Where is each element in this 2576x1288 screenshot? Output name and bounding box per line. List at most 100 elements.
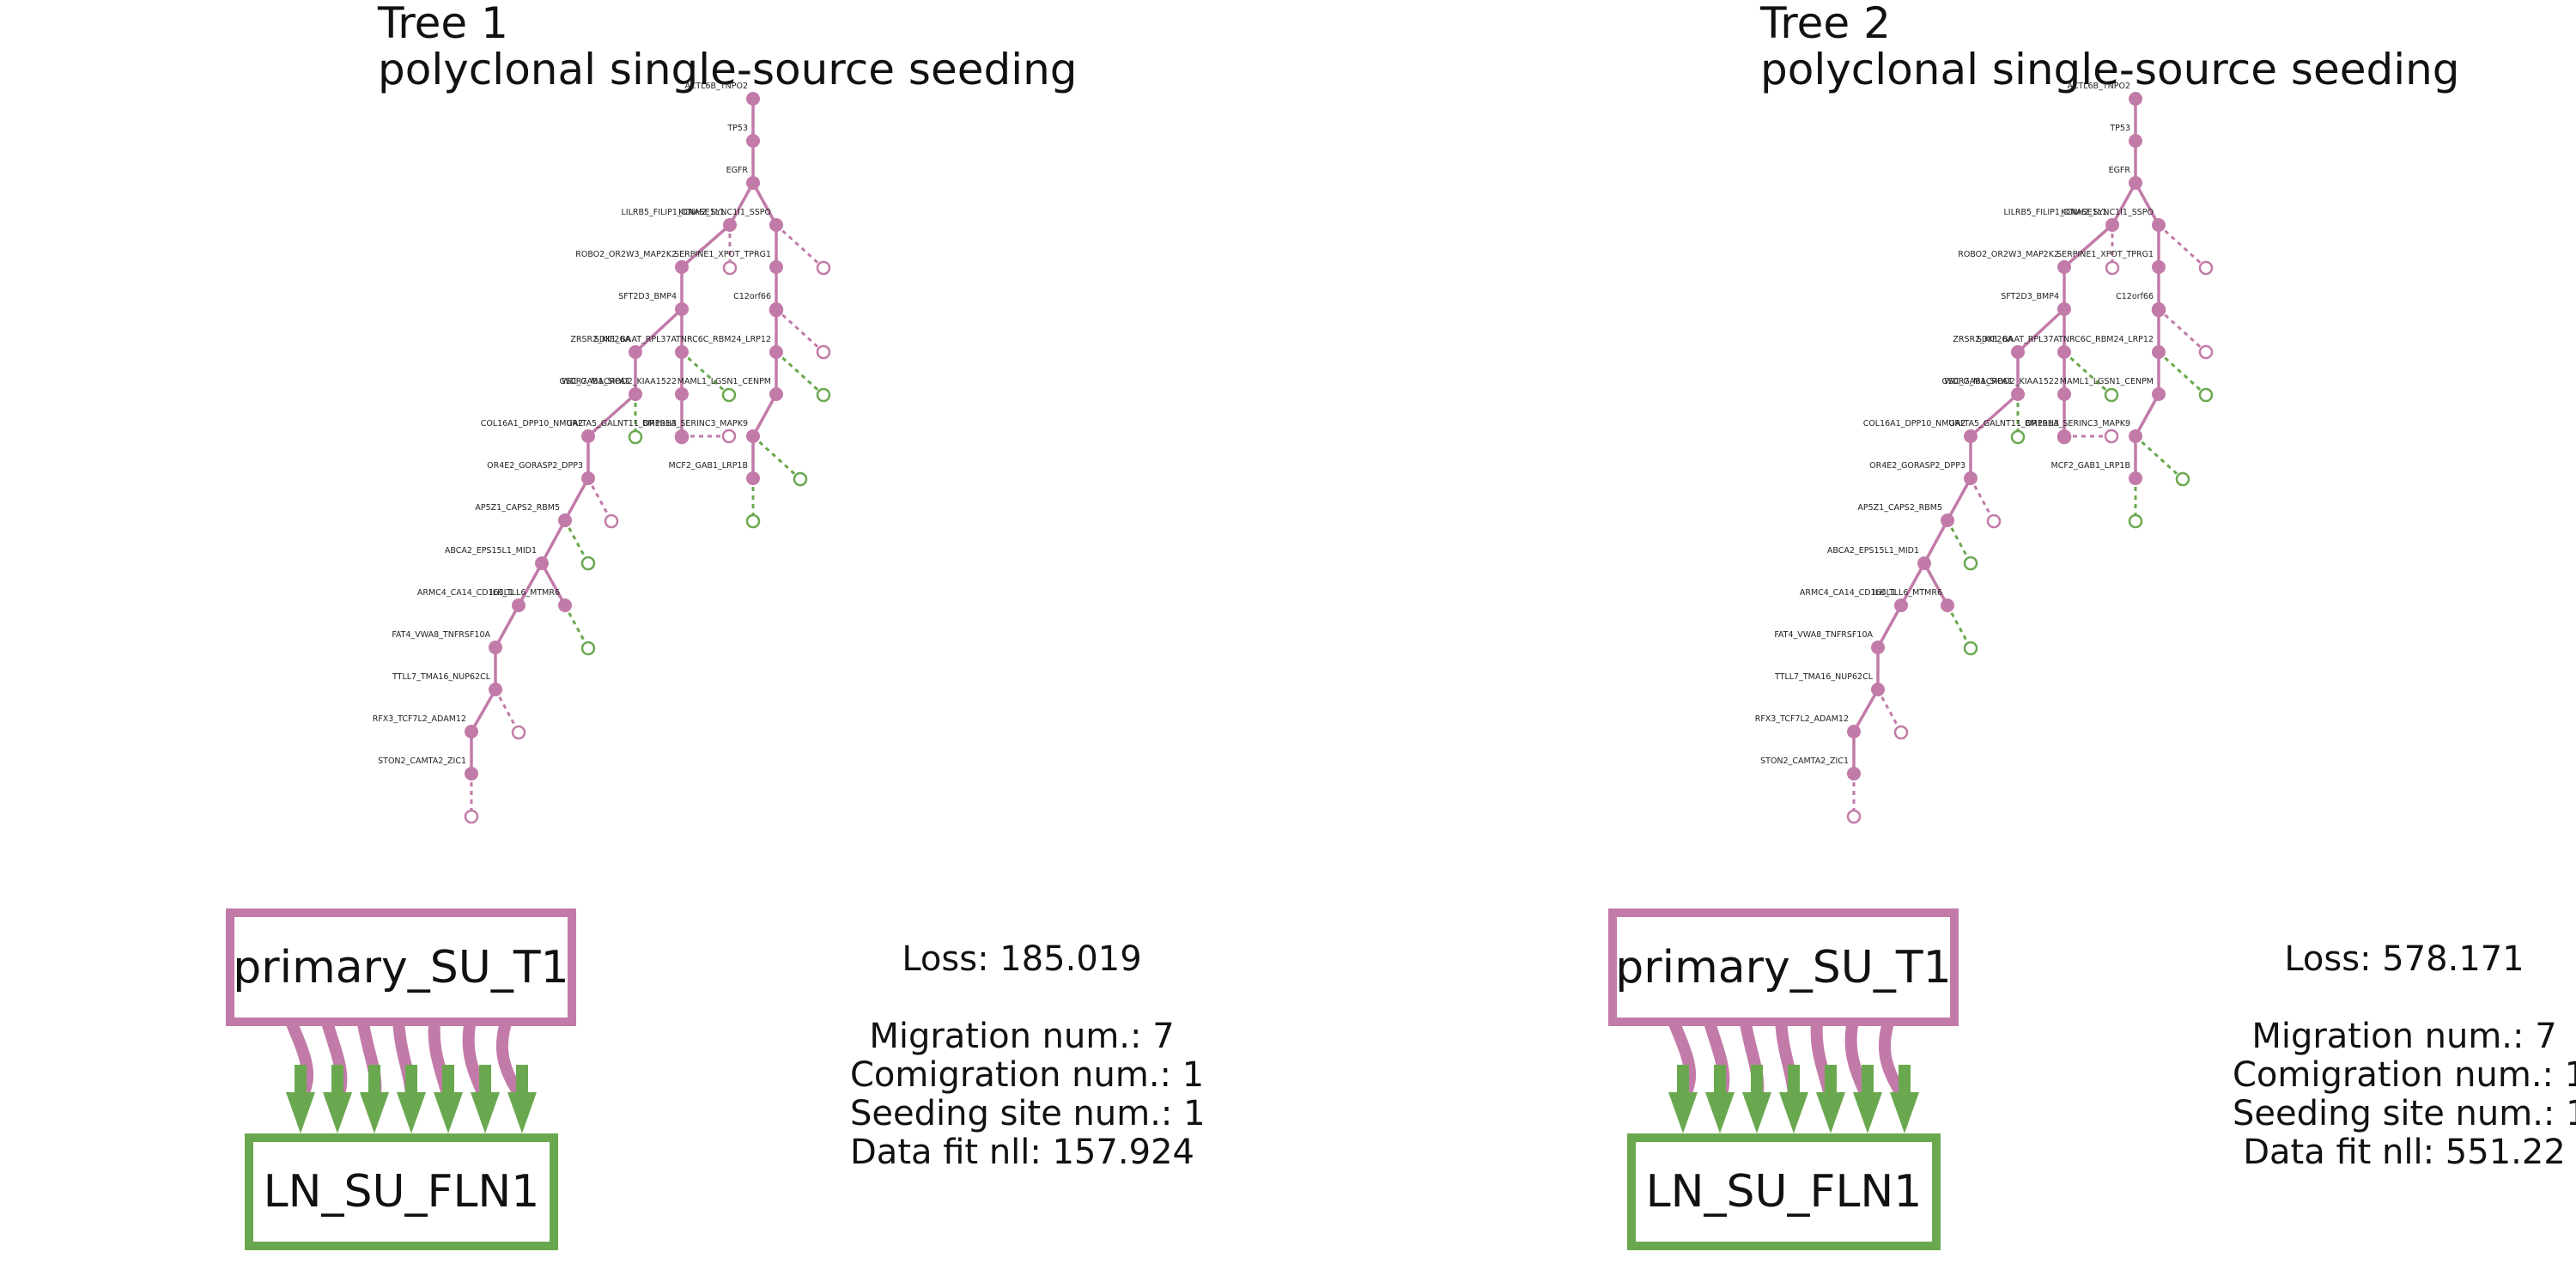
phylogenetic-tree: ACTL6B_TNPO2 TP53 EGFR LILRB5_FILIP1_DNASE1… [373, 82, 831, 824]
tree-node-label: WDR7_MACROD2_KIAA1522 [562, 377, 677, 386]
tree-edge [680, 223, 732, 269]
tree-node-label: GALTA5_GALNT11_OR10H3 [567, 419, 677, 428]
tree-node-label: ILK_TLL6_MTMR6 [1873, 588, 1942, 598]
tree-node [465, 725, 478, 738]
migration-graph-edges [282, 1007, 537, 1133]
tree-node [581, 429, 595, 443]
tree-node-label: KCNH2_SYNC1I1_SSPO [2061, 208, 2154, 217]
tree-title-line2: polyclonal single-source seeding [1760, 45, 2460, 94]
leaf-node [2198, 344, 2214, 360]
tree-node-label: COL16A1_DPP10_NMUR2 [481, 419, 583, 428]
tree-node [2129, 429, 2142, 443]
tree-node-label: MCF2_GAB1_LRP1B [669, 461, 748, 471]
leaf-edge [775, 307, 825, 354]
primary-site-node: primary_SU_T1 [226, 908, 576, 1026]
tree-node-label: LILRB5_FILIP1_DNASE1L1 [2003, 208, 2107, 217]
tree-node-label: ACTL6B_TNPO2 [684, 82, 748, 91]
tree-node [1871, 641, 1885, 654]
tree-edge [1969, 392, 2020, 438]
tree-node-label: OR4E2_GORASP2_DPP3 [487, 461, 583, 471]
leaf-node [816, 387, 831, 403]
tree-title: Tree 2 polyclonal single-source seeding [1760, 0, 2460, 93]
migration-num: Migration num.: 7 [869, 1017, 1175, 1056]
leaf-edge [2063, 350, 2113, 397]
migration-arrowhead [1742, 1092, 1771, 1133]
tree-node-label: RFX3_TCF7L2_ADAM12 [1755, 714, 1849, 724]
tree-node-label: ZRSR2_KIF26A [570, 335, 630, 344]
tree-node [465, 767, 478, 781]
tree-edge [2063, 223, 2114, 269]
tree-node-label: AP5Z1_CAPS2_RBM5 [1857, 503, 1942, 513]
leaf-edge [1969, 477, 1996, 522]
tree-node-label: STON2_CAMTA2_ZIC1 [378, 756, 466, 766]
tree-node-label: ACTL6B_TNPO2 [2067, 82, 2130, 91]
leaf-node [580, 556, 596, 571]
tree-edge [1946, 477, 1972, 521]
tree-node [2057, 387, 2071, 401]
leaf-node [1963, 641, 1978, 656]
tree-node [769, 302, 783, 316]
migration-arrowhead [1853, 1092, 1882, 1133]
tree-edge [728, 182, 755, 226]
migration-arrowhead [323, 1092, 352, 1133]
tree-panel-2: Tree 2 polyclonal single-source seeding … [1382, 0, 2576, 1288]
leaf-node [511, 725, 526, 740]
tree-node-label: TTLL7_TMA16_NUP62CL [1774, 672, 1874, 682]
tree-node [2129, 176, 2142, 190]
tree-edge [470, 689, 497, 732]
tree-node-label: SFT2D3_BMP4 [2001, 292, 2059, 301]
tree-node [675, 260, 689, 274]
tree-node [723, 218, 737, 232]
loss-value: Loss: 185.019 [902, 939, 1142, 979]
tree-edge [517, 562, 544, 606]
tree-node-label: C12orf66 [2116, 292, 2154, 301]
migration-arrowhead [507, 1092, 537, 1133]
tree-node [629, 345, 642, 359]
leaf-node [721, 428, 737, 444]
leaf-node [628, 429, 643, 445]
tree-edge [540, 562, 567, 606]
tree-node-label: GALTA5_GALNT11_OR10H3 [1949, 419, 2059, 428]
leaf-node [793, 471, 808, 487]
tree-node-label: SERPINE1_XPOT_TPRG1 [2057, 250, 2154, 259]
tree-node-label: ROBO2_OR2W3_MAP2K2 [575, 250, 677, 259]
tree-node-label: FAT4_VWA8_TNFRSF10A [392, 630, 490, 640]
tree-node [2011, 345, 2025, 359]
migration-arrowhead [397, 1092, 426, 1133]
tree-edge [1923, 519, 1949, 564]
tree-node [2057, 345, 2071, 359]
leaf-node [721, 387, 737, 403]
tree-node [675, 302, 689, 316]
leaf-node [1846, 809, 1862, 824]
leaf-node [2128, 513, 2143, 529]
seeding-site-num: Seeding site num.: 1 [850, 1094, 1206, 1133]
migration-num: Migration num.: 7 [2251, 1017, 2557, 1056]
tree-node [489, 683, 502, 696]
leaf-edge [494, 689, 520, 733]
tree-node-label: TTLL7_TMA16_NUP62CL [392, 672, 491, 682]
leaf-node [2104, 428, 2119, 444]
tree-node [2152, 302, 2166, 316]
leaf-node [1893, 725, 1909, 740]
tree-node [675, 429, 689, 443]
metrics-summary: Loss: 578.171 Migration num.: 7 Comigrat… [2233, 940, 2576, 1172]
tree-edge [1899, 562, 1926, 606]
tree-node-label: MCF2_GAB1_LRP1B [2051, 461, 2130, 471]
tree-node [2152, 387, 2166, 401]
tree-node [675, 345, 689, 359]
migration-arrowhead [471, 1092, 500, 1133]
tree-node-label: ZRSR2_KIF26A [1953, 335, 2013, 344]
tree-node [2129, 471, 2142, 485]
comigration-num: Comigration num.: 1 [2233, 1055, 2576, 1095]
ln-site-node: LN_SU_FLN1 [245, 1133, 558, 1250]
leaf-node [464, 809, 479, 824]
leaf-edge [2157, 350, 2208, 397]
leaf-edge [751, 434, 802, 481]
ln-site-node: LN_SU_FLN1 [1627, 1133, 1941, 1250]
leaf-edge [2157, 307, 2208, 354]
tree-node-label: SERPINE1_XPOT_TPRG1 [674, 250, 771, 259]
tree-edge [751, 182, 778, 226]
tree-node [2057, 429, 2071, 443]
leaf-node [816, 260, 831, 276]
migration-arrowhead [360, 1092, 389, 1133]
